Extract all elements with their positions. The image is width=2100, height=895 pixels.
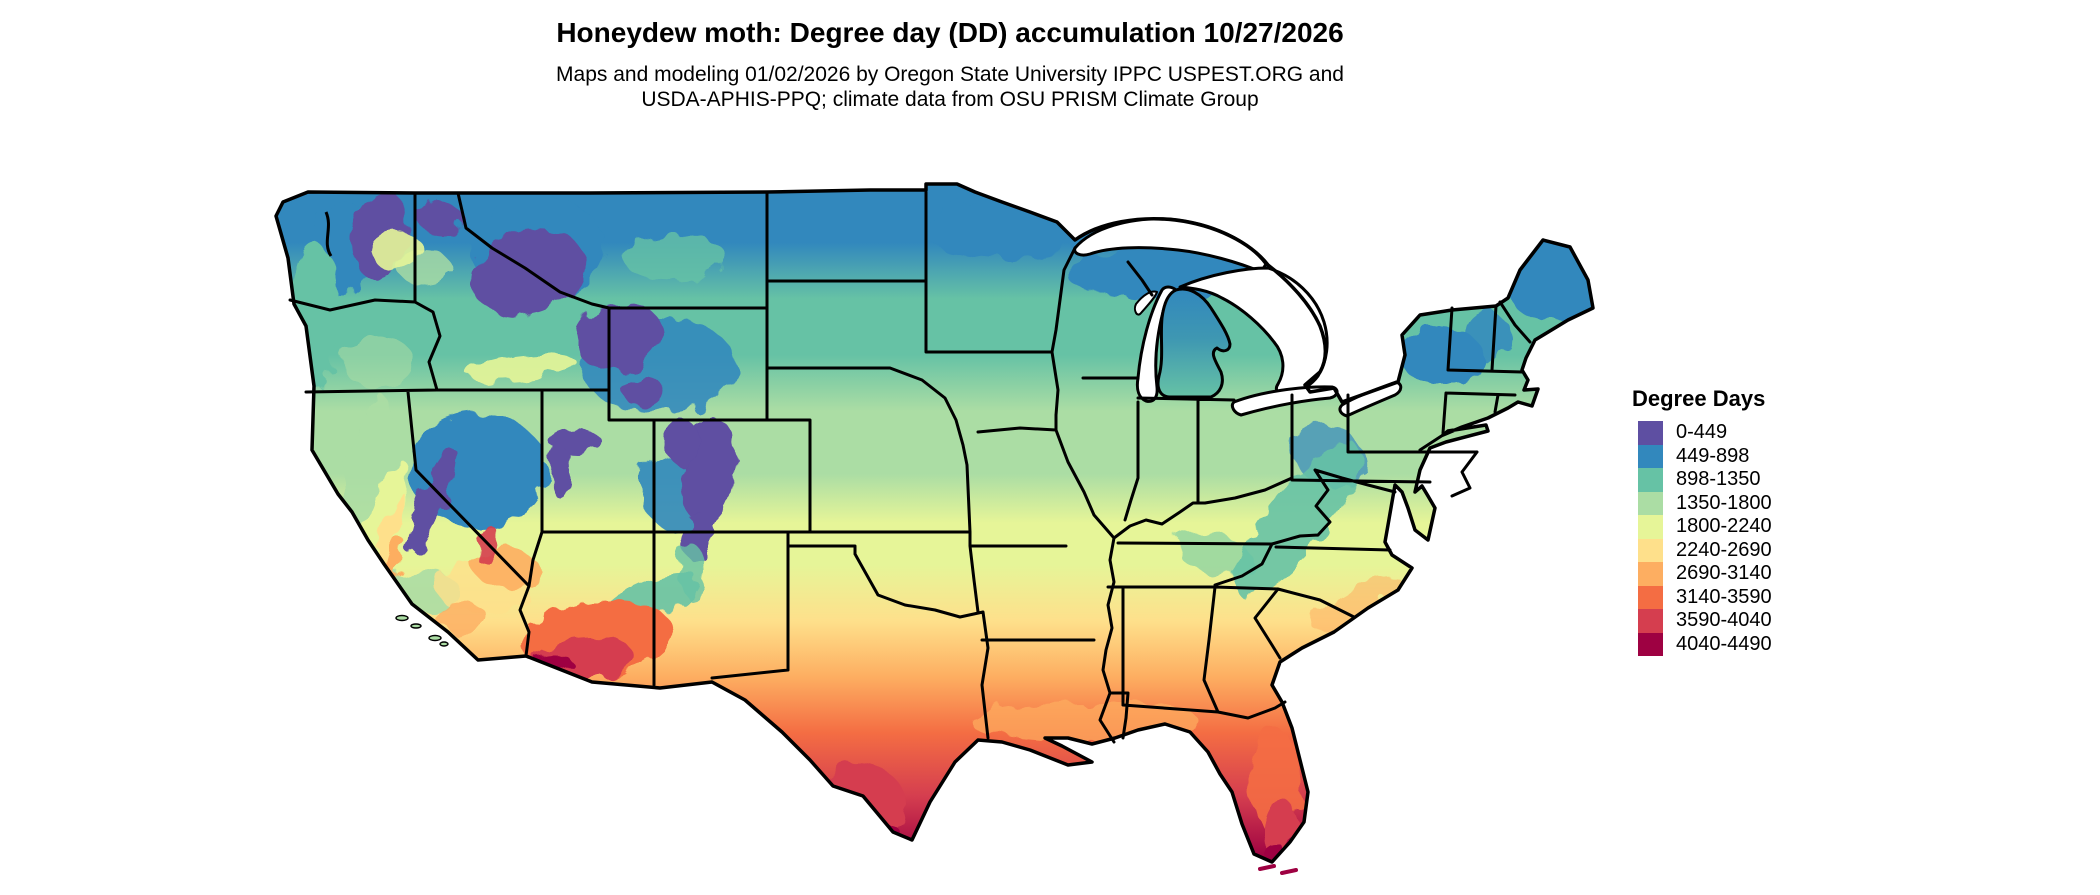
legend-swatch: [1638, 585, 1663, 609]
state-borders: [288, 190, 1532, 744]
florida-keys: [1258, 864, 1298, 875]
legend-rows: 0-449 449-898 898-1350 1350-1800 1800-2240 22…: [1638, 421, 1772, 656]
us-degree-day-map: [274, 182, 1595, 875]
legend-label: 3140-3590: [1676, 585, 1772, 608]
legend-label: 1800-2240: [1676, 515, 1772, 538]
legend-swatch: [1638, 632, 1663, 656]
legend-item: 1350-1800: [1638, 491, 1772, 515]
michigan-mitt: [1156, 287, 1232, 399]
page-title: Honeydew moth: Degree day (DD) accumulat…: [556, 17, 1344, 48]
legend-label: 1350-1800: [1676, 491, 1772, 514]
legend-swatch: [1638, 609, 1663, 633]
page-subtitle: Maps and modeling 01/02/2026 by Oregon S…: [556, 62, 1344, 112]
legend-swatch: [1638, 562, 1663, 586]
legend-swatch: [1638, 421, 1663, 445]
legend-item: 3590-4040: [1638, 609, 1772, 633]
legend-item: 0-449: [1638, 421, 1772, 445]
legend-label: 898-1350: [1676, 468, 1761, 491]
legend-swatch: [1638, 468, 1663, 492]
legend-item: 2690-3140: [1638, 562, 1772, 586]
legend-swatch: [1638, 491, 1663, 515]
legend-label: 4040-4490: [1676, 632, 1772, 655]
legend-swatch: [1638, 538, 1663, 562]
legend-item: 898-1350: [1638, 468, 1772, 492]
legend-item: 4040-4490: [1638, 632, 1772, 656]
legend-label: 449-898: [1676, 444, 1750, 467]
legend-label: 3590-4040: [1676, 609, 1772, 632]
legend-label: 2240-2690: [1676, 538, 1772, 561]
legend-item: 449-898: [1638, 444, 1772, 468]
legend-item: 3140-3590: [1638, 585, 1772, 609]
subtitle-line-2: USDA-APHIS-PPQ; climate data from OSU PR…: [641, 88, 1259, 111]
puget-sound: [324, 211, 333, 257]
legend-swatch: [1638, 444, 1663, 468]
map-container: [230, 140, 1625, 890]
legend-label: 0-449: [1676, 421, 1728, 444]
legend-item: 2240-2690: [1638, 538, 1772, 562]
legend-label: 2690-3140: [1676, 562, 1772, 585]
subtitle-line-1: Maps and modeling 01/02/2026 by Oregon S…: [556, 63, 1344, 86]
channel-islands: [395, 614, 449, 647]
legend: Degree Days 0-449 449-898 898-1350 1350-180…: [1632, 386, 1772, 656]
lake-erie: [1230, 385, 1339, 417]
us-outline: [274, 182, 1595, 864]
legend-title: Degree Days: [1632, 386, 1766, 411]
legend-item: 1800-2240: [1638, 515, 1772, 539]
green-bay: [1133, 290, 1158, 316]
legend-swatch: [1638, 515, 1663, 539]
